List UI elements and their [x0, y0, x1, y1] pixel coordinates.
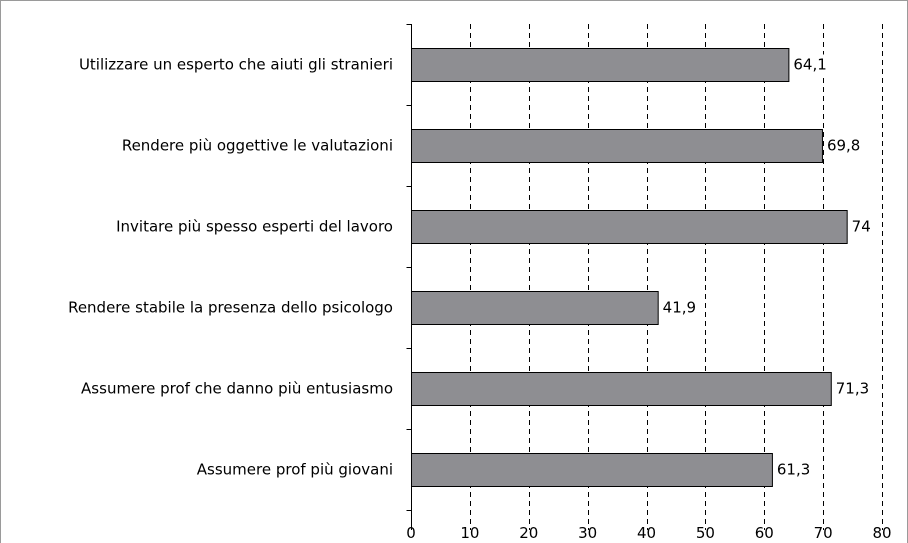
bar-1: [411, 48, 790, 82]
value-label-3: 74: [852, 218, 871, 236]
bar-3: [411, 210, 848, 244]
x-tick-label-50: 50: [696, 524, 715, 542]
bar-5: [411, 372, 832, 406]
value-label-bg-2: [824, 135, 865, 156]
labels: 64,1 Utilizzare un esperto che aiuti gli …: [68, 54, 892, 542]
category-label-6: Assumere prof più giovani: [197, 461, 393, 479]
x-tick-label-40: 40: [637, 524, 656, 542]
value-label-bg-6: [774, 459, 815, 480]
category-label-3: Invitare più spesso esperti del lavoro: [116, 218, 393, 236]
grid-lines: [470, 24, 883, 530]
value-label-2: 69,8: [827, 137, 860, 155]
value-label-6: 61,3: [777, 461, 810, 479]
x-tick-label-20: 20: [519, 524, 538, 542]
x-tick-label-30: 30: [578, 524, 597, 542]
value-label-bg-3: [849, 216, 872, 237]
x-tick-label-70: 70: [814, 524, 833, 542]
x-tick-label-10: 10: [460, 524, 479, 542]
x-tick-label-0: 0: [406, 524, 416, 542]
x-tick-label-60: 60: [755, 524, 774, 542]
category-label-4: Rendere stabile la presenza dello psicol…: [68, 299, 393, 317]
axes: [406, 24, 412, 530]
value-label-5: 71,3: [836, 380, 869, 398]
value-label-4: 41,9: [663, 299, 696, 317]
category-label-1: Utilizzare un esperto che aiuti gli stra…: [79, 56, 393, 74]
x-tick-label-80: 80: [872, 524, 891, 542]
value-label-bg-4: [660, 297, 701, 318]
value-label-bg-5: [833, 378, 874, 399]
category-label-5: Assumere prof che danno più entusiasmo: [81, 380, 393, 398]
bar-6: [411, 453, 773, 487]
value-label-bg-1: [791, 54, 832, 75]
category-label-2: Rendere più oggettive le valutazioni: [122, 137, 393, 155]
bar-2: [411, 129, 823, 163]
value-label-1: 64,1: [793, 56, 826, 74]
bar-4: [411, 291, 659, 325]
